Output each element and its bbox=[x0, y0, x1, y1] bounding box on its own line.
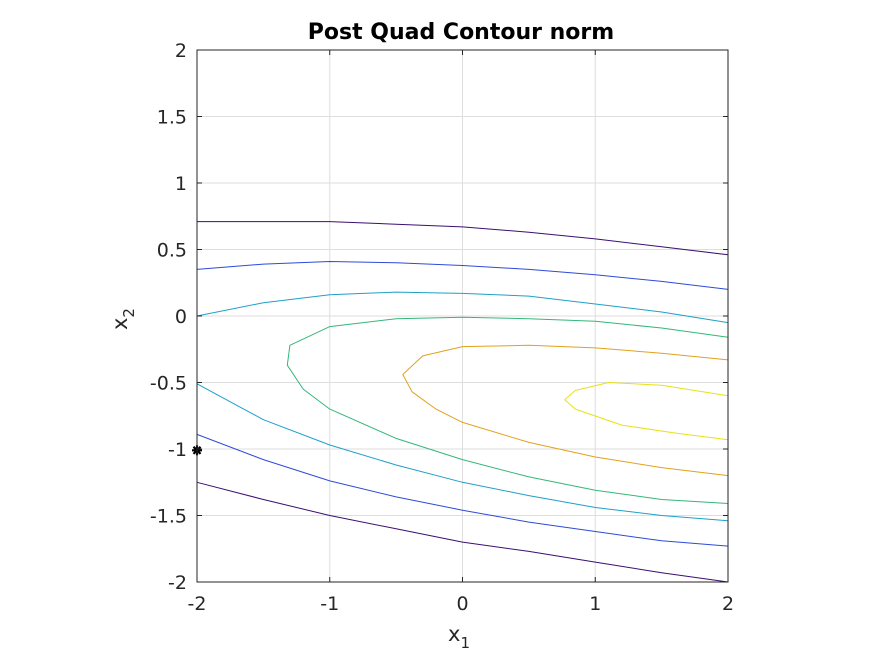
y-axis-label: x2 bbox=[108, 308, 138, 330]
y-tick-label: -1 bbox=[168, 439, 187, 461]
contour-line-level-2-segment-1 bbox=[196, 261, 729, 290]
y-tick-label: -2 bbox=[168, 572, 187, 594]
x-tick-label: -2 bbox=[188, 593, 207, 615]
x-tick-label: -1 bbox=[320, 593, 339, 615]
x-axis-label-main: x bbox=[448, 622, 460, 646]
contour-line-level-2-segment-2 bbox=[196, 433, 729, 547]
contour-line-level-4-segment-1 bbox=[286, 316, 729, 504]
chart-title: Post Quad Contour norm bbox=[308, 20, 614, 45]
y-tick-label: 2 bbox=[175, 40, 187, 62]
contour-line-level-1-segment-2 bbox=[196, 481, 729, 583]
contour-line-level-3-segment-1 bbox=[196, 291, 729, 324]
x-tick-label: 1 bbox=[589, 593, 601, 615]
contour-line-level-6-segment-1 bbox=[564, 382, 729, 441]
y-tick-label: 1.5 bbox=[157, 107, 187, 129]
x-tick-label: 2 bbox=[722, 593, 734, 615]
contour-line-level-5-segment-1 bbox=[402, 344, 729, 477]
contour-lines bbox=[196, 221, 729, 583]
y-tick-label: 1 bbox=[175, 173, 187, 195]
y-axis-label-subscript: 2 bbox=[120, 308, 138, 318]
x-axis-label: x1 bbox=[448, 622, 470, 652]
ticks: -2 -1 0 1 2 -2 -1.5 -1 -0.5 0 0.5 1 1.5 2 bbox=[150, 40, 734, 615]
x-axis-label-subscript: 1 bbox=[460, 634, 470, 652]
y-tick-label: -0.5 bbox=[150, 373, 187, 395]
y-tick-label: 0.5 bbox=[157, 240, 187, 262]
contour-line-level-3-segment-2 bbox=[196, 383, 729, 522]
y-tick-label: -1.5 bbox=[150, 506, 187, 528]
x-tick-label: 0 bbox=[456, 593, 468, 615]
y-axis-label-main: x bbox=[108, 318, 132, 330]
y-tick-label: 0 bbox=[175, 306, 187, 328]
contour-line-level-1-segment-1 bbox=[196, 221, 729, 256]
